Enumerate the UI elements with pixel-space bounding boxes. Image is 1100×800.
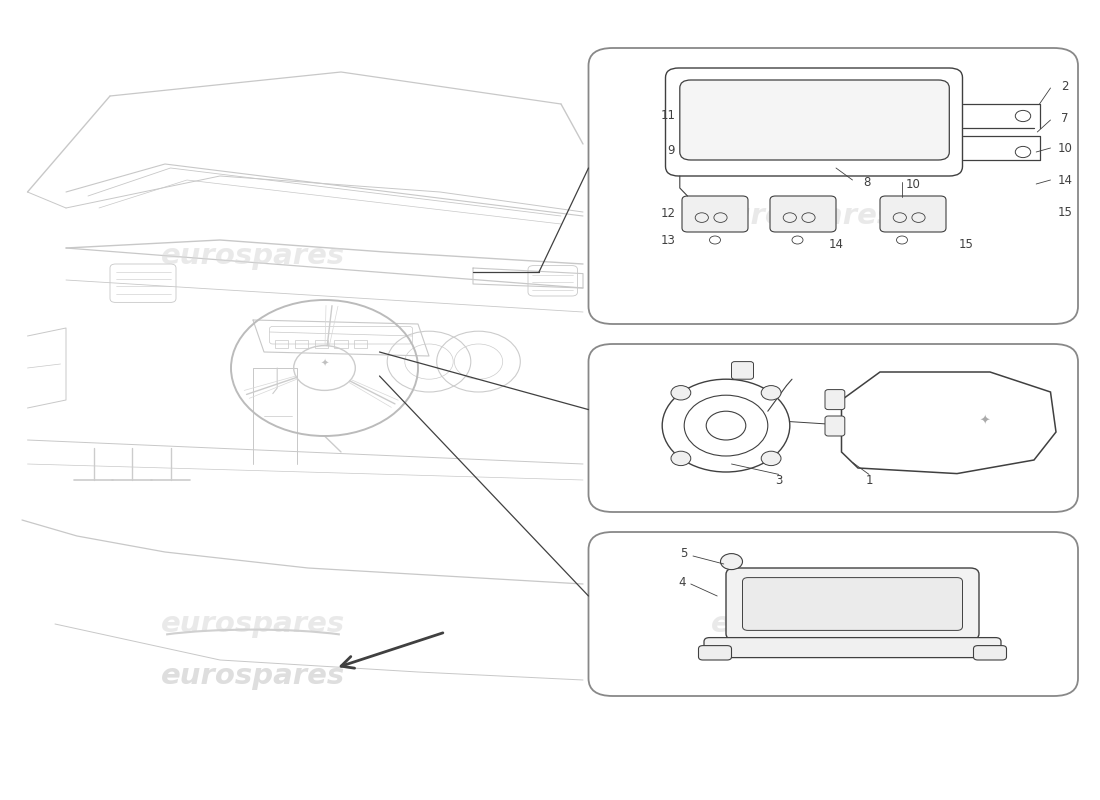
Bar — [295, 340, 308, 348]
Text: 14: 14 — [1057, 174, 1072, 186]
Text: 10: 10 — [905, 178, 921, 190]
Bar — [275, 340, 288, 348]
Bar — [354, 340, 367, 348]
Text: 5: 5 — [681, 547, 688, 560]
Text: 2: 2 — [1062, 80, 1068, 93]
FancyBboxPatch shape — [974, 646, 1006, 660]
Text: 15: 15 — [958, 238, 974, 250]
FancyBboxPatch shape — [825, 390, 845, 410]
FancyBboxPatch shape — [726, 568, 979, 640]
Circle shape — [720, 554, 742, 570]
FancyBboxPatch shape — [704, 638, 1001, 658]
Text: 12: 12 — [660, 207, 675, 220]
FancyBboxPatch shape — [682, 196, 748, 232]
Text: 4: 4 — [679, 576, 685, 589]
FancyBboxPatch shape — [742, 578, 962, 630]
Text: 13: 13 — [660, 234, 675, 246]
FancyBboxPatch shape — [770, 196, 836, 232]
Text: eurospares: eurospares — [161, 242, 345, 270]
Text: eurospares: eurospares — [711, 202, 895, 230]
Text: eurospares: eurospares — [161, 662, 345, 690]
FancyBboxPatch shape — [680, 80, 949, 160]
FancyBboxPatch shape — [732, 362, 754, 379]
Text: 3: 3 — [776, 474, 782, 486]
FancyBboxPatch shape — [588, 48, 1078, 324]
Text: ✦: ✦ — [320, 359, 329, 369]
Text: 1: 1 — [866, 474, 872, 486]
Circle shape — [671, 386, 691, 400]
Bar — [334, 340, 348, 348]
Circle shape — [671, 451, 691, 466]
Text: 10: 10 — [1057, 142, 1072, 154]
Circle shape — [761, 386, 781, 400]
Text: 14: 14 — [828, 238, 844, 250]
Text: 11: 11 — [660, 109, 675, 122]
Text: 7: 7 — [1062, 112, 1068, 125]
Text: 9: 9 — [668, 144, 674, 157]
Text: eurospares: eurospares — [161, 610, 345, 638]
Text: eurospares: eurospares — [711, 610, 895, 638]
FancyBboxPatch shape — [825, 416, 845, 436]
FancyBboxPatch shape — [588, 532, 1078, 696]
FancyBboxPatch shape — [698, 646, 732, 660]
FancyBboxPatch shape — [880, 196, 946, 232]
Text: ✦: ✦ — [979, 414, 990, 427]
Text: 15: 15 — [1057, 206, 1072, 218]
FancyBboxPatch shape — [588, 344, 1078, 512]
Text: 8: 8 — [864, 176, 870, 189]
Circle shape — [761, 451, 781, 466]
Bar — [315, 340, 328, 348]
